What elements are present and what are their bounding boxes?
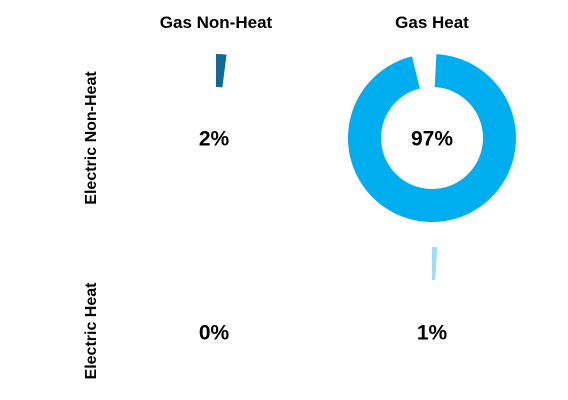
percent-label-electric-non-heat-gas-heat: 97% — [411, 128, 453, 151]
column-label-gas-heat: Gas Heat — [395, 13, 469, 32]
donut-slice-electric-non-heat-gas-non-heat — [216, 54, 227, 88]
donut-slice-electric-non-heat-gas-heat — [347, 54, 516, 223]
donut-group — [216, 54, 516, 281]
percent-label-electric-heat-gas-heat: 1% — [417, 322, 448, 345]
row-label-electric-heat: Electric Heat — [83, 282, 100, 380]
percent-label-electric-heat-gas-non-heat: 0% — [199, 322, 230, 345]
column-label-gas-non-heat: Gas Non-Heat — [160, 13, 273, 32]
percent-label-electric-non-heat-gas-non-heat: 2% — [199, 128, 230, 151]
donut-slice-electric-heat-gas-heat — [432, 247, 438, 281]
row-label-electric-non-heat: Electric Non-Heat — [83, 71, 100, 205]
